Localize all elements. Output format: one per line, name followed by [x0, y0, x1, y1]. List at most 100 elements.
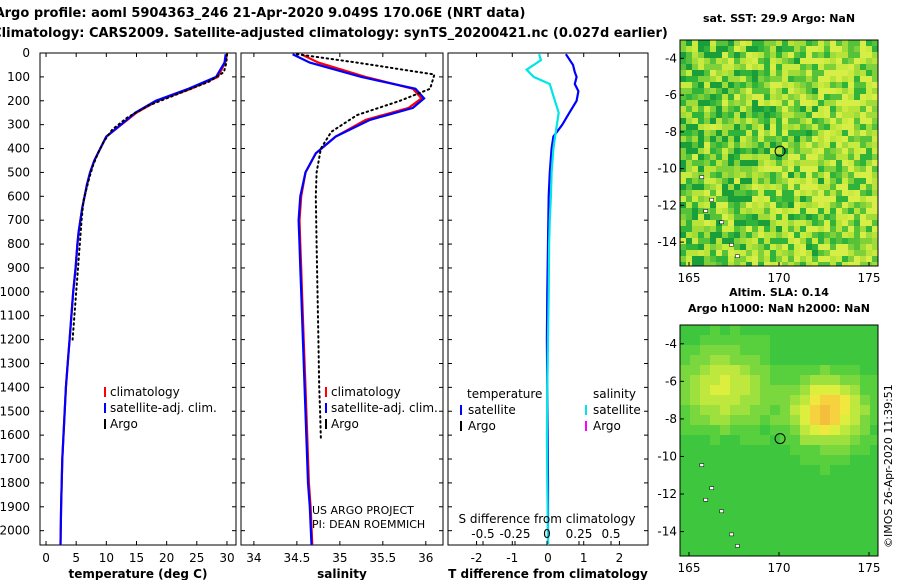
sst-map-cell: [806, 136, 812, 142]
sst-map-cell: [716, 250, 722, 256]
sla-map-cell: [710, 335, 720, 345]
sla-map-cell: [810, 475, 820, 485]
sst-map-cell: [800, 202, 806, 208]
sst-map-cell: [866, 196, 872, 202]
sla-map-cell: [690, 345, 700, 355]
sla-map-cell: [750, 385, 760, 395]
sst-map-cell: [752, 154, 758, 160]
sst-map-cell: [698, 202, 704, 208]
sla-map-cell: [720, 435, 730, 445]
sst-map-cell: [692, 160, 698, 166]
sst-map-cell: [800, 178, 806, 184]
sla-map-cell: [720, 485, 730, 495]
sst-map-cell: [794, 76, 800, 82]
sst-map-cell: [788, 112, 794, 118]
sla-map-cell: [780, 385, 790, 395]
sst-map-cell: [800, 106, 806, 112]
sla-map-cell: [870, 335, 878, 345]
sla-map-cell: [720, 335, 730, 345]
sst-map-cell: [698, 88, 704, 94]
sst-map-cell: [800, 250, 806, 256]
sst-map-cell: [692, 148, 698, 154]
sst-map-cell: [686, 250, 692, 256]
sst-map-cell: [782, 100, 788, 106]
sla-map-cell: [850, 495, 860, 505]
sst-map-cell: [686, 112, 692, 118]
sst-map-cell: [806, 40, 812, 46]
salinity-series-satellite-adj-clim-: [292, 53, 426, 546]
sst-map-cell: [722, 82, 728, 88]
sla-map-cell: [810, 535, 820, 545]
sst-map-cell: [758, 214, 764, 220]
sst-map-cell: [698, 166, 704, 172]
sst-map-cell: [800, 172, 806, 178]
sla-map-cell: [860, 395, 870, 405]
sst-map-cell: [818, 220, 824, 226]
x-tick-label: 0: [42, 551, 50, 565]
sla-map-cell: [740, 505, 750, 515]
sst-map-cell: [728, 184, 734, 190]
sst-map-cell: [872, 130, 878, 136]
sst-map-cell: [704, 100, 710, 106]
sst-map-cell: [704, 40, 710, 46]
sla-map-cell: [720, 465, 730, 475]
sla-map-cell: [750, 465, 760, 475]
sla-map-cell: [690, 535, 700, 545]
sst-map-cell: [752, 220, 758, 226]
sst-map-cell: [794, 142, 800, 148]
sst-map-cell: [776, 166, 782, 172]
sst-map-cell: [800, 100, 806, 106]
sst-map-cell: [830, 142, 836, 148]
sst-map-cell: [848, 94, 854, 100]
sst-map-cell: [770, 118, 776, 124]
sst-map-cell: [764, 124, 770, 130]
sla-map-cell: [730, 505, 740, 515]
sla-map-cell: [800, 525, 810, 535]
sla-map-cell: [760, 455, 770, 465]
sla-map-cell: [850, 385, 860, 395]
sla-map-cell: [870, 415, 878, 425]
sst-map-cell: [794, 64, 800, 70]
sst-map-cell: [782, 172, 788, 178]
sla-map-cell: [790, 375, 800, 385]
sla-map-cell: [730, 465, 740, 475]
sst-map-cell: [824, 64, 830, 70]
sst-map-cell: [782, 88, 788, 94]
sla-map-cell: [840, 375, 850, 385]
sst-map-cell: [818, 250, 824, 256]
sst-map-cell: [806, 226, 812, 232]
sla-map-cell: [850, 515, 860, 525]
sst-map-cell: [818, 82, 824, 88]
sst-map-cell: [710, 208, 716, 214]
sst-map-cell: [800, 70, 806, 76]
sst-map-cell: [788, 82, 794, 88]
sst-map-cell: [806, 172, 812, 178]
sst-map-cell: [866, 214, 872, 220]
sst-map-cell: [686, 130, 692, 136]
sst-map-cell: [866, 58, 872, 64]
sst-map-cell: [704, 46, 710, 52]
sla-map-cell: [840, 485, 850, 495]
sst-map-cell: [740, 40, 746, 46]
sst-map-cell: [848, 112, 854, 118]
sla-map-cell: [800, 345, 810, 355]
sla-map-cell: [750, 435, 760, 445]
sst-map-cell: [722, 100, 728, 106]
sla-map-cell: [840, 405, 850, 415]
sst-map-cell: [854, 40, 860, 46]
sst-map-cell: [824, 190, 830, 196]
sla-map-cell: [680, 405, 690, 415]
sst-map-cell: [698, 64, 704, 70]
sla-map-cell: [790, 515, 800, 525]
sst-map-cell: [698, 250, 704, 256]
sla-map-cell: [870, 515, 878, 525]
sst-map-cell: [830, 160, 836, 166]
sst-map-cell: [812, 46, 818, 52]
sst-map-cell: [848, 238, 854, 244]
sla-map-cell: [850, 465, 860, 475]
sst-map-cell: [764, 70, 770, 76]
sst-map-cell: [854, 238, 860, 244]
sst-map-cell: [782, 160, 788, 166]
sst-map-cell: [866, 166, 872, 172]
sst-map-cell: [824, 220, 830, 226]
